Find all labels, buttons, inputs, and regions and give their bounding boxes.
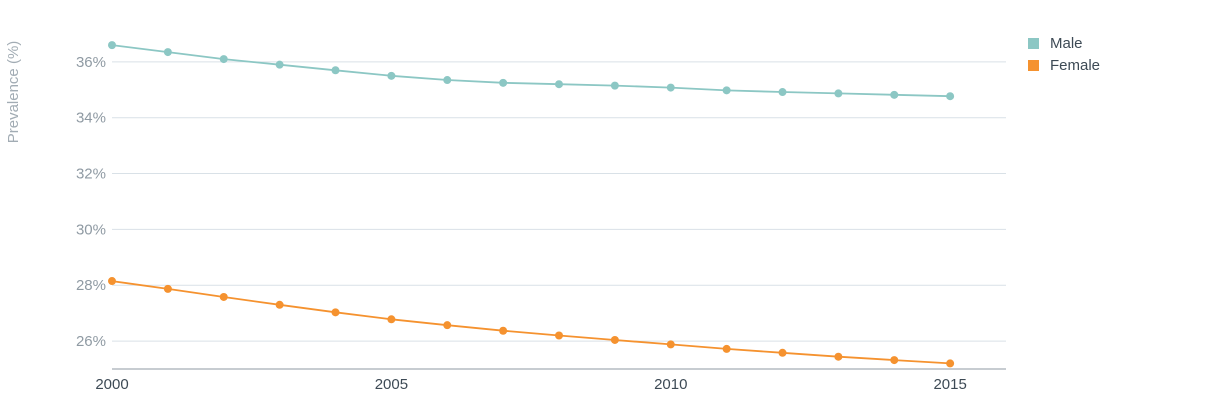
- data-point-female-2008[interactable]: [555, 331, 563, 340]
- data-point-female-2013[interactable]: [834, 352, 843, 361]
- data-point-female-2010[interactable]: [666, 340, 675, 349]
- data-point-male-2012[interactable]: [778, 88, 787, 97]
- y-tick-label-30: 30%: [76, 221, 106, 238]
- y-tick-label-26: 26%: [76, 333, 106, 350]
- data-point-male-2000[interactable]: [108, 41, 116, 50]
- data-point-male-2011[interactable]: [722, 86, 731, 95]
- y-tick-label-34: 34%: [76, 110, 106, 127]
- x-axis-ticks: 2000 2005 2010 2015: [95, 376, 967, 393]
- data-point-female-2004[interactable]: [331, 308, 340, 317]
- legend-item-female[interactable]: Female: [1028, 54, 1100, 76]
- data-point-male-2006[interactable]: [443, 76, 452, 85]
- data-point-male-2010[interactable]: [666, 83, 675, 92]
- legend: Male Female: [1028, 32, 1100, 76]
- data-point-female-2006[interactable]: [443, 321, 452, 330]
- data-point-male-2002[interactable]: [219, 55, 228, 64]
- x-tick-label-2015: 2015: [933, 376, 966, 393]
- series-line-female: [111, 280, 951, 365]
- data-point-male-2009[interactable]: [610, 81, 619, 90]
- data-point-male-2005[interactable]: [387, 71, 396, 80]
- series-line-male: [111, 44, 951, 98]
- data-point-female-2014[interactable]: [890, 356, 899, 365]
- data-point-female-2007[interactable]: [499, 326, 508, 335]
- data-point-male-2003[interactable]: [275, 60, 284, 69]
- legend-label-female: Female: [1050, 56, 1101, 74]
- data-point-male-2015[interactable]: [946, 92, 955, 101]
- data-point-female-2002[interactable]: [219, 292, 228, 301]
- x-tick-label-2010: 2010: [654, 376, 687, 393]
- legend-item-male[interactable]: Male: [1028, 32, 1100, 54]
- data-point-female-2000[interactable]: [108, 277, 116, 286]
- data-point-female-2005[interactable]: [387, 315, 396, 324]
- series-male: [108, 41, 955, 101]
- x-tick-label-2005: 2005: [375, 376, 408, 393]
- series-lines: [108, 41, 955, 368]
- x-tick-label-2000: 2000: [95, 376, 128, 393]
- y-tick-label-36: 36%: [76, 54, 106, 71]
- data-point-female-2003[interactable]: [275, 300, 284, 309]
- legend-label-male: Male: [1050, 34, 1083, 52]
- data-point-female-2001[interactable]: [163, 284, 172, 293]
- data-point-female-2009[interactable]: [610, 335, 619, 344]
- series-female: [108, 277, 955, 368]
- data-point-male-2007[interactable]: [499, 78, 508, 87]
- y-axis-label: Prevalence (%): [5, 41, 22, 144]
- y-tick-label-32: 32%: [76, 166, 106, 183]
- data-point-female-2012[interactable]: [778, 348, 787, 357]
- data-point-male-2013[interactable]: [834, 89, 843, 98]
- gridlines: [112, 61, 1006, 342]
- data-point-male-2001[interactable]: [163, 48, 172, 57]
- y-tick-label-28: 28%: [76, 277, 106, 294]
- data-point-female-2011[interactable]: [722, 344, 731, 353]
- legend-swatch-male: [1028, 37, 1039, 49]
- legend-swatch-female: [1028, 59, 1039, 71]
- y-axis-ticks: 26% 28% 30% 32% 34% 36%: [76, 54, 106, 350]
- data-point-male-2008[interactable]: [555, 80, 563, 89]
- data-point-male-2014[interactable]: [890, 90, 899, 99]
- data-point-male-2004[interactable]: [331, 66, 340, 75]
- data-point-female-2015[interactable]: [946, 359, 955, 368]
